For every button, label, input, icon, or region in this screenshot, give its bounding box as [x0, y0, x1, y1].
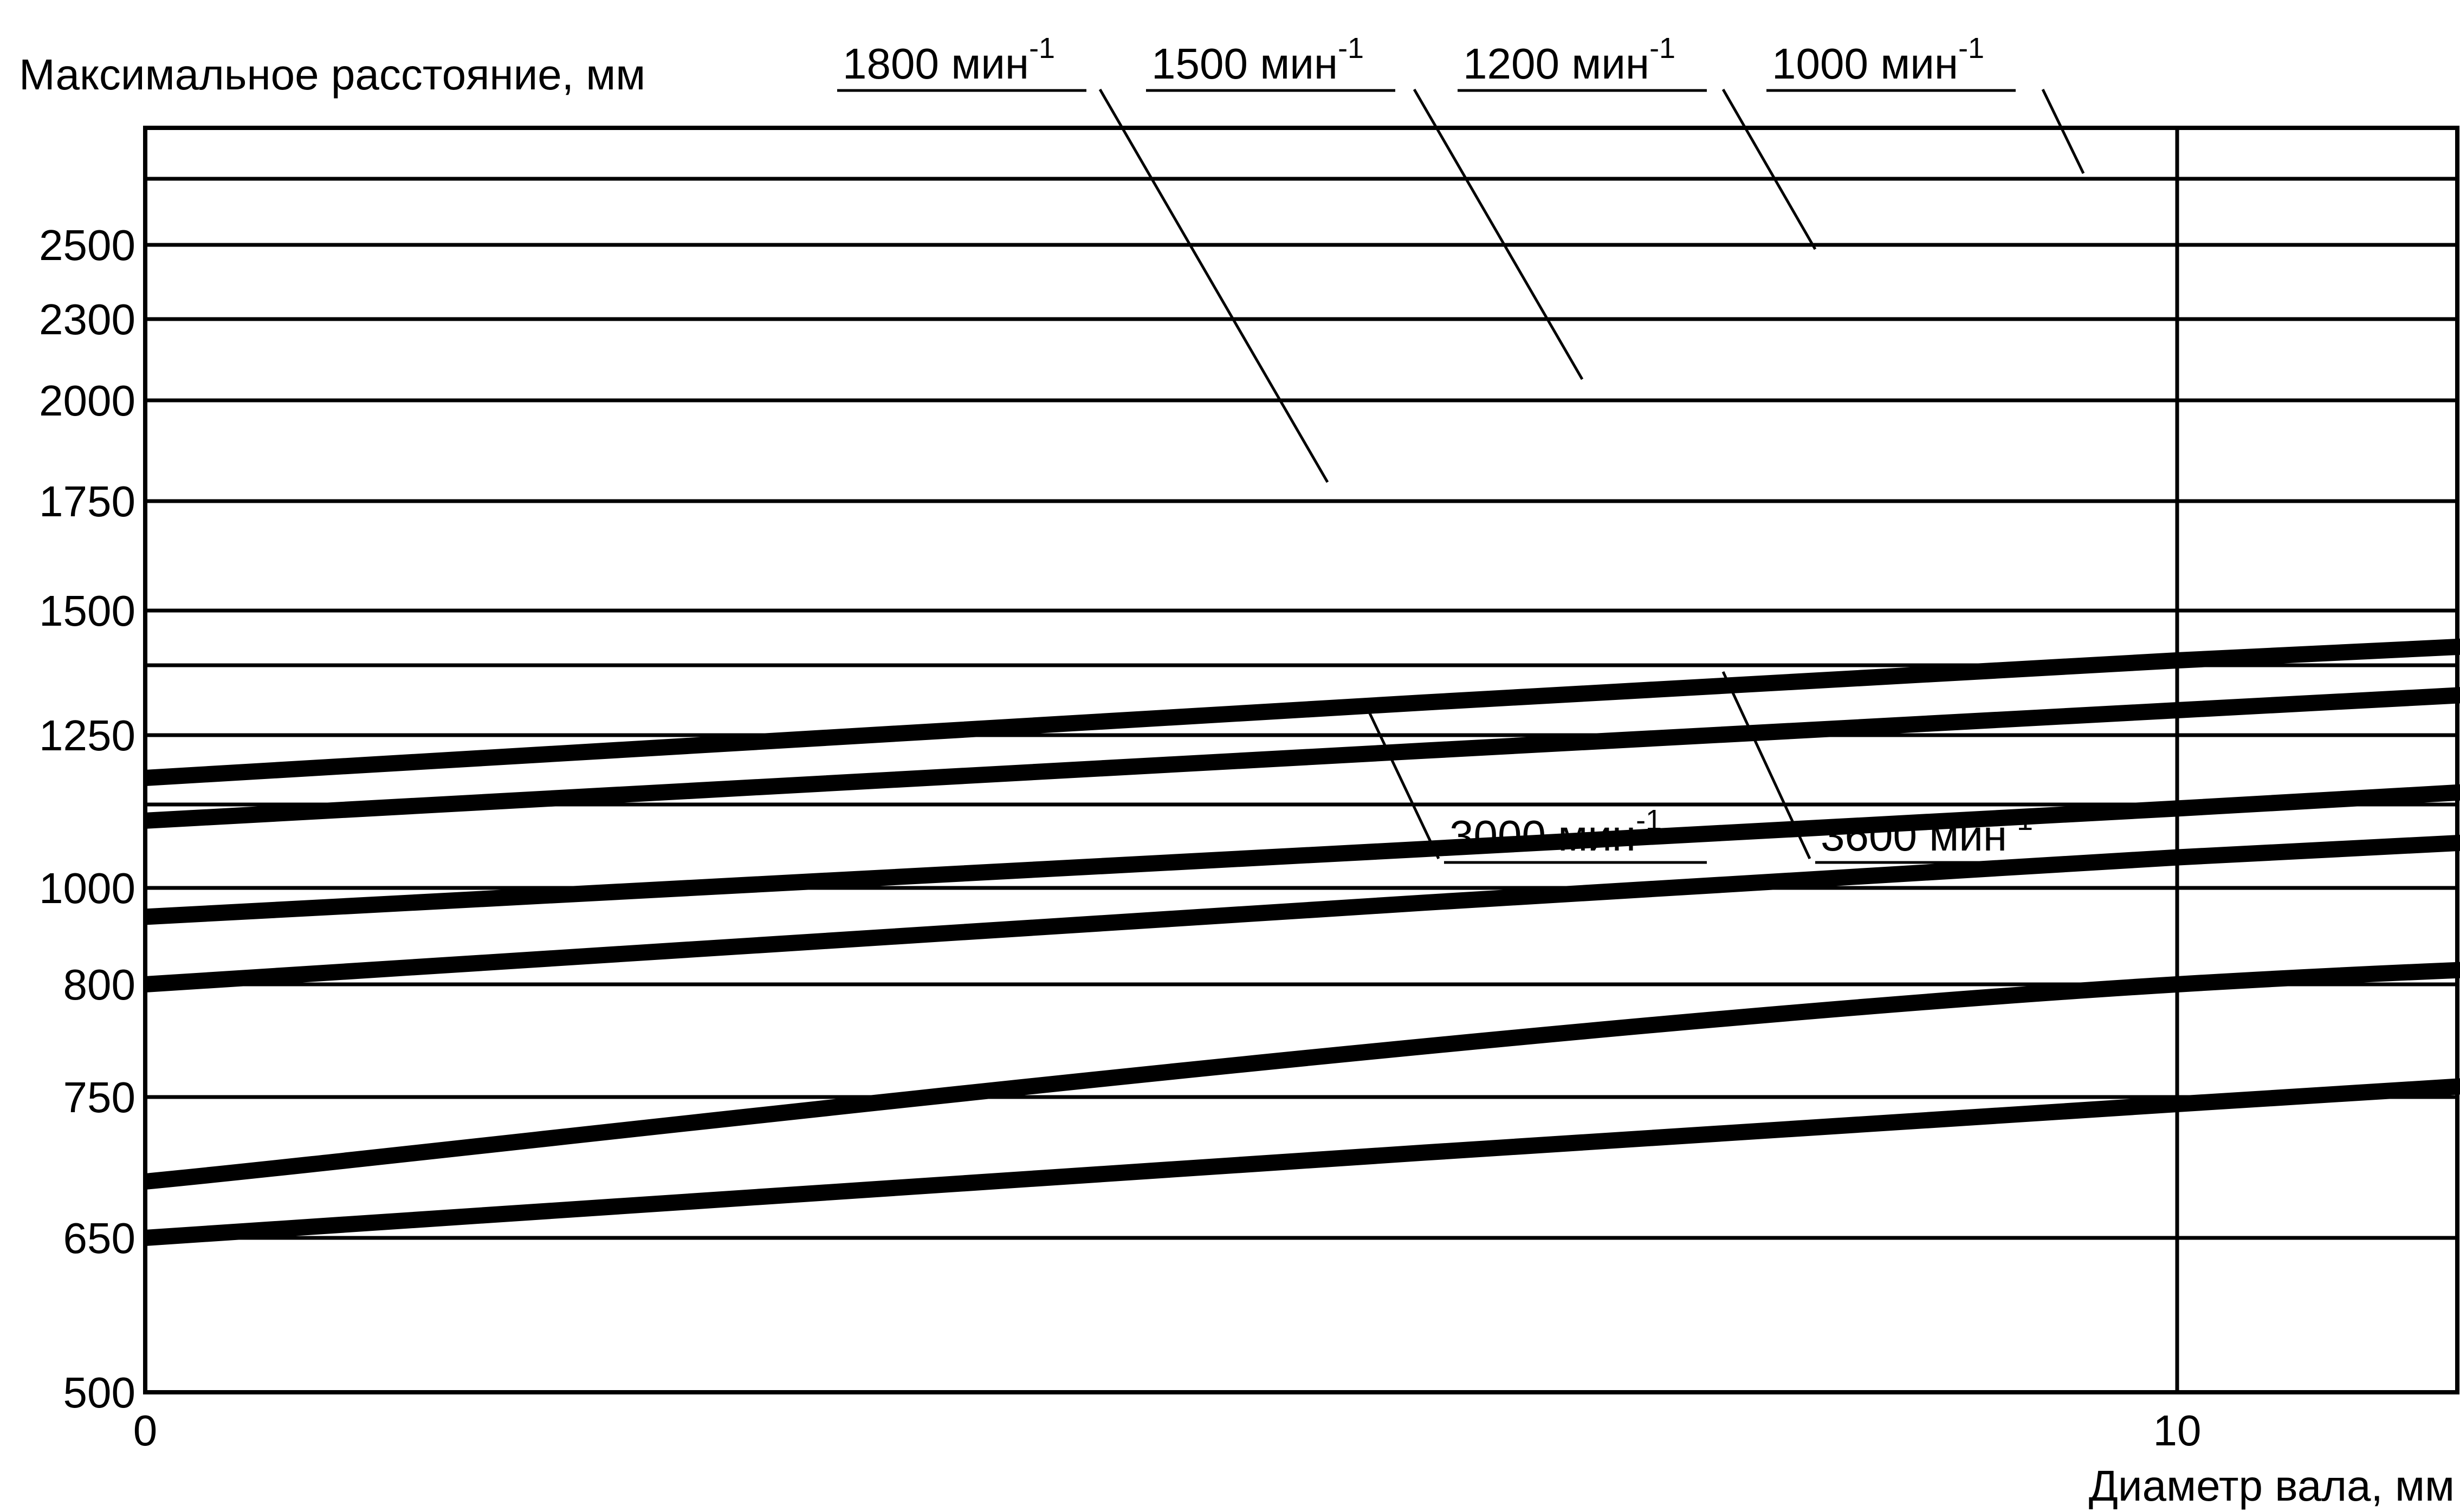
label-leader-1800	[1098, 88, 1329, 483]
series-line-1800	[145, 833, 2460, 992]
label-leader-1000	[2041, 88, 2085, 174]
x-axis-title: Диаметр вала, мм	[2089, 1462, 2455, 1510]
y-tick-label: 2500	[39, 221, 135, 269]
y-tick-label: 750	[63, 1073, 135, 1121]
y-tick-label: 800	[63, 961, 135, 1009]
label-leaders	[837, 88, 2085, 864]
series-label-1800: 1800 мин-1	[843, 32, 1055, 88]
label-leader-1200	[1721, 88, 1817, 250]
x-tick-label: 0	[133, 1406, 158, 1455]
y-axis-title: Максимальное расстояние, мм	[19, 50, 645, 99]
y-tick-label: 2300	[39, 295, 135, 343]
label-leader-3000	[1364, 703, 1440, 860]
plot-frame	[143, 126, 2459, 1394]
y-tick-label: 1250	[39, 711, 135, 760]
y-tick-label: 1750	[39, 477, 135, 525]
series-label-1000: 1000 мин-1	[1772, 32, 1984, 88]
series-line-1500	[145, 784, 2460, 925]
series-line-1000	[145, 637, 2460, 786]
curve-labels: 1000 мин-1 1200 мин-1 1500 мин-1 1800 мин-1…	[843, 32, 2033, 860]
y-tick-label: 1000	[39, 864, 135, 912]
series-label-3600: 3600 мин-1	[1821, 804, 2033, 860]
label-leader-1500	[1413, 88, 1584, 380]
y-tick-label: 500	[63, 1368, 135, 1417]
series-label-3000: 3000 мин-1	[1449, 804, 1662, 860]
x-tick-label: 10	[2153, 1406, 2202, 1455]
y-tick-label: 1500	[39, 587, 135, 635]
series-label-1500: 1500 мин-1	[1151, 32, 1364, 88]
series-line-1200	[145, 687, 2460, 829]
series-label-1200: 1200 мин-1	[1463, 32, 1675, 88]
y-tick-label: 650	[63, 1214, 135, 1262]
label-leader-3600	[1721, 671, 1811, 860]
tick-labels: 0102030405060708090100110500650750800100…	[39, 221, 2202, 1455]
y-tick-label: 2000	[39, 377, 135, 425]
